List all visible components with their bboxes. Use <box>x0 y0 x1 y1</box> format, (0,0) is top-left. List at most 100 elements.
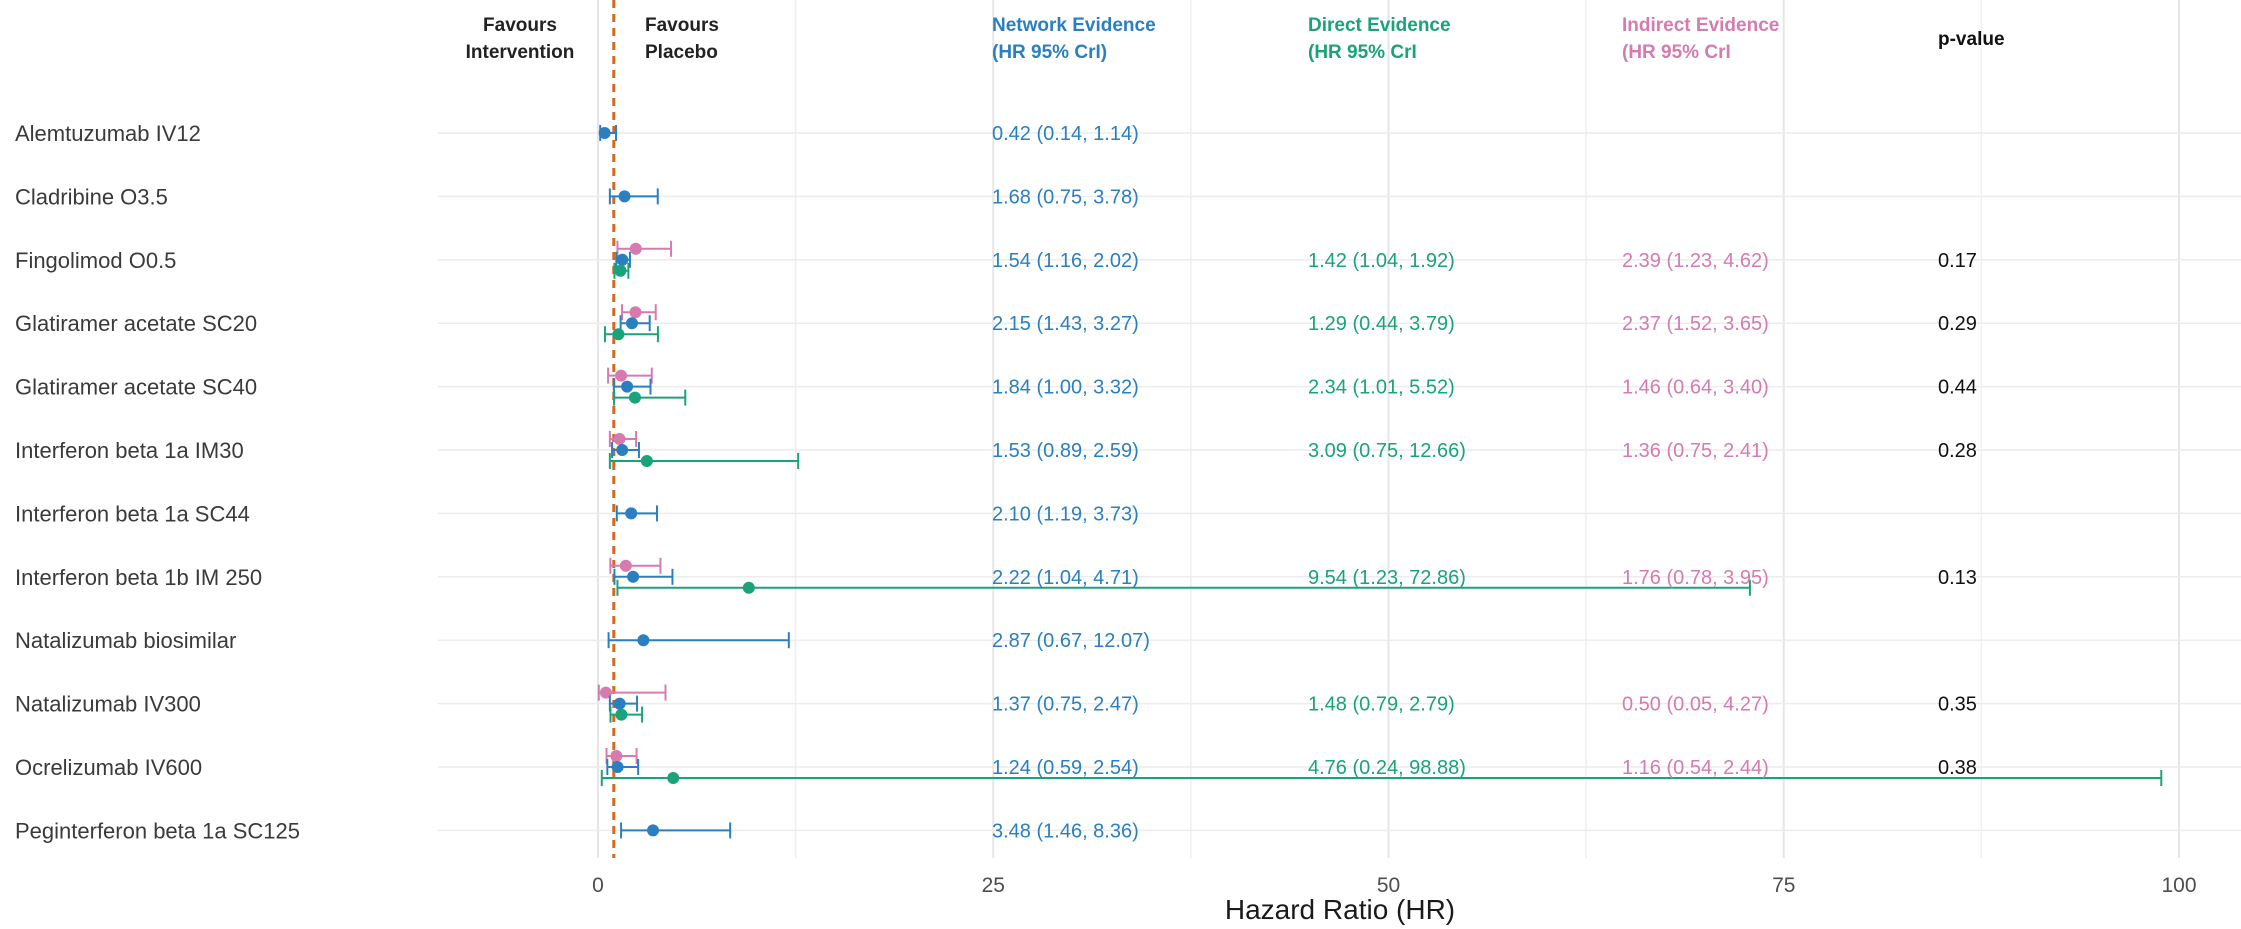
study-row: Interferon beta 1a SC44 2.10 (1.19, 3.73) <box>15 501 1139 526</box>
p-value-text: 0.29 <box>1938 313 1977 335</box>
network-point-estimate <box>616 444 629 456</box>
favours-placebo-label-line2: Placebo <box>645 42 718 63</box>
study-row: Interferon beta 1a IM30 1.53 (0.89, 2.59)… <box>15 431 1977 469</box>
network-point-estimate <box>647 824 660 837</box>
network-evidence-header: Network Evidence <box>992 15 1156 36</box>
x-tick-label: 100 <box>2161 874 2196 897</box>
network-point-estimate <box>621 380 634 393</box>
network-point-estimate <box>598 127 611 139</box>
direct-hr-text: 1.48 (0.79, 2.79) <box>1308 694 1455 716</box>
favours-intervention-label: Favours <box>483 15 557 36</box>
indirect-point-estimate <box>629 242 642 255</box>
p-value-text: 0.38 <box>1938 757 1977 779</box>
x-tick-label: 0 <box>592 874 604 897</box>
study-row: Peginterferon beta 1a SC125 3.48 (1.46, 8… <box>15 818 1139 843</box>
favours-intervention-label-line2: Intervention <box>466 42 575 63</box>
network-hr-text: 1.68 (0.75, 3.78) <box>992 186 1139 208</box>
direct-evidence-subheader: (HR 95% CrI <box>1308 42 1417 63</box>
x-axis-title: Hazard Ratio (HR) <box>1225 894 1455 925</box>
study-row: Fingolimod O0.5 1.54 (1.16, 2.02) 1.42 (1.… <box>15 240 1977 279</box>
network-hr-text: 2.15 (1.43, 3.27) <box>992 313 1139 335</box>
direct-point-estimate <box>615 708 628 721</box>
network-hr-text: 0.42 (0.14, 1.14) <box>992 123 1139 145</box>
direct-point-estimate <box>612 328 625 341</box>
network-point-estimate <box>611 761 624 773</box>
study-label: Ocrelizumab IV600 <box>15 755 202 780</box>
study-label: Interferon beta 1a SC44 <box>15 501 250 526</box>
column-headers: Favours Intervention Favours Placebo Net… <box>466 15 2005 63</box>
direct-point-estimate <box>742 581 755 594</box>
indirect-hr-text: 0.50 (0.05, 4.27) <box>1622 694 1769 716</box>
indirect-hr-text: 1.36 (0.75, 2.41) <box>1622 440 1769 462</box>
direct-evidence-header: Direct Evidence <box>1308 15 1451 36</box>
network-hr-text: 2.22 (1.04, 4.71) <box>992 567 1139 589</box>
favours-placebo-label: Favours <box>645 15 719 36</box>
network-hr-text: 1.37 (0.75, 2.47) <box>992 694 1139 716</box>
study-label: Fingolimod O0.5 <box>15 248 176 273</box>
study-row: Cladribine O3.5 1.68 (0.75, 3.78) <box>15 184 1139 209</box>
indirect-point-estimate <box>615 369 628 382</box>
indirect-evidence-header: Indirect Evidence <box>1622 15 1779 36</box>
direct-hr-text: 9.54 (1.23, 72.86) <box>1308 567 1466 589</box>
x-tick-label: 75 <box>1772 874 1795 897</box>
network-point-estimate <box>625 317 638 330</box>
x-tick-label: 50 <box>1377 874 1400 897</box>
network-hr-text: 1.54 (1.16, 2.02) <box>992 250 1139 272</box>
network-point-estimate <box>618 190 631 203</box>
indirect-evidence-subheader: (HR 95% CrI <box>1622 42 1731 63</box>
network-point-estimate <box>627 570 640 583</box>
study-label: Glatiramer acetate SC40 <box>15 375 257 400</box>
study-label: Glatiramer acetate SC20 <box>15 311 257 336</box>
network-hr-text: 3.48 (1.46, 8.36) <box>992 820 1139 842</box>
study-row: Ocrelizumab IV600 1.24 (0.59, 2.54) 4.76 (… <box>15 748 2163 786</box>
study-label: Natalizumab biosimilar <box>15 628 236 653</box>
indirect-point-estimate <box>613 433 626 445</box>
direct-point-estimate <box>667 772 680 784</box>
p-value-text: 0.35 <box>1938 694 1977 716</box>
network-hr-text: 1.84 (1.00, 3.32) <box>992 377 1139 399</box>
indirect-hr-text: 1.16 (0.54, 2.44) <box>1622 757 1769 779</box>
indirect-point-estimate <box>610 750 623 762</box>
network-evidence-subheader: (HR 95% CrI) <box>992 42 1107 63</box>
direct-point-estimate <box>628 391 641 404</box>
direct-hr-text: 1.29 (0.44, 3.79) <box>1308 313 1455 335</box>
study-label: Alemtuzumab IV12 <box>15 121 201 146</box>
study-label: Peginterferon beta 1a SC125 <box>15 818 300 843</box>
grid-lines <box>438 0 2241 858</box>
study-row: Glatiramer acetate SC40 1.84 (1.00, 3.32)… <box>15 367 1977 406</box>
network-point-estimate <box>616 253 629 266</box>
study-label: Interferon beta 1b IM 250 <box>15 565 262 590</box>
study-row: Natalizumab IV300 1.37 (0.75, 2.47) 1.48 (… <box>15 684 1977 723</box>
indirect-hr-text: 1.76 (0.78, 3.95) <box>1622 567 1769 589</box>
network-hr-text: 1.24 (0.59, 2.54) <box>992 757 1139 779</box>
network-point-estimate <box>613 697 626 710</box>
study-row: Glatiramer acetate SC20 2.15 (1.43, 3.27)… <box>15 304 1977 343</box>
direct-hr-text: 1.42 (1.04, 1.92) <box>1308 250 1455 272</box>
indirect-point-estimate <box>619 559 632 572</box>
network-point-estimate <box>637 634 650 647</box>
p-value-header: p-value <box>1938 29 2005 50</box>
direct-hr-text: 2.34 (1.01, 5.52) <box>1308 377 1455 399</box>
network-point-estimate <box>625 507 638 520</box>
study-label: Interferon beta 1a IM30 <box>15 438 244 463</box>
network-hr-text: 1.53 (0.89, 2.59) <box>992 440 1139 462</box>
study-rows: Alemtuzumab IV12 0.42 (0.14, 1.14) Cladrib… <box>15 121 2163 843</box>
p-value-text: 0.17 <box>1938 250 1977 272</box>
network-hr-text: 2.87 (0.67, 12.07) <box>992 630 1150 652</box>
direct-hr-text: 3.09 (0.75, 12.66) <box>1308 440 1466 462</box>
indirect-hr-text: 2.37 (1.52, 3.65) <box>1622 313 1769 335</box>
study-row: Natalizumab biosimilar 2.87 (0.67, 12.07) <box>15 628 1150 653</box>
p-value-text: 0.44 <box>1938 377 1977 399</box>
study-row: Alemtuzumab IV12 0.42 (0.14, 1.14) <box>15 121 1139 146</box>
p-value-text: 0.28 <box>1938 440 1977 462</box>
x-axis: 0 25 50 75 100 <box>592 874 2196 897</box>
x-tick-label: 25 <box>982 874 1005 897</box>
direct-point-estimate <box>640 455 653 467</box>
indirect-hr-text: 2.39 (1.23, 4.62) <box>1622 250 1769 272</box>
study-label: Cladribine O3.5 <box>15 184 168 209</box>
indirect-point-estimate <box>629 306 642 319</box>
study-label: Natalizumab IV300 <box>15 692 201 717</box>
direct-point-estimate <box>614 264 627 277</box>
direct-hr-text: 4.76 (0.24, 98.88) <box>1308 757 1466 779</box>
